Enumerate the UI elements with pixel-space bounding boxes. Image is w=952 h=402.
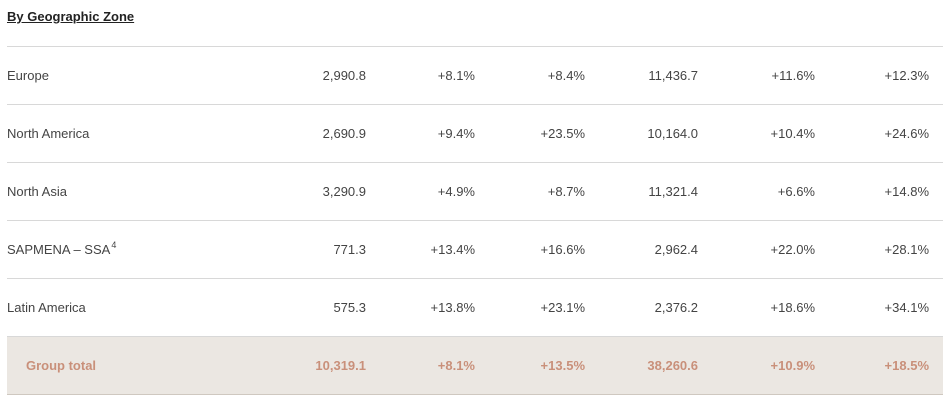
table-cell: 10,164.0 (647, 126, 698, 141)
table-row: SAPMENA – SSA4 771.3 +13.4% +16.6% 2,962… (7, 221, 943, 279)
table-cell: +14.8% (884, 184, 929, 199)
total-row: Group total 10,319.1 +8.1% +13.5% 38,260… (7, 337, 943, 395)
table-cell: +11.6% (771, 68, 816, 83)
table-cell: +6.6% (777, 184, 815, 199)
total-cell: 38,260.6 (647, 358, 698, 373)
table-cell: 11,436.7 (648, 68, 698, 83)
table-row: Latin America 575.3 +13.8% +23.1% 2,376.… (7, 279, 943, 337)
table-cell: +8.7% (547, 184, 585, 199)
total-cell: +18.5% (884, 358, 929, 373)
table-cell: +18.6% (770, 300, 815, 315)
table-cell: +12.3% (884, 68, 929, 83)
table-cell: +8.4% (547, 68, 585, 83)
total-cell: 10,319.1 (315, 358, 366, 373)
table-cell: 2,962.4 (654, 242, 698, 257)
row-label: North Asia (7, 184, 67, 199)
table-cell: +22.0% (770, 242, 815, 257)
table-cell: +28.1% (884, 242, 929, 257)
zone-table: Europe 2,990.8 +8.1% +8.4% 11,436.7 +11.… (7, 46, 943, 395)
table-cell: 11,321.4 (648, 184, 698, 199)
table-row: North Asia 3,290.9 +4.9% +8.7% 11,321.4 … (7, 163, 943, 221)
table-cell: +34.1% (884, 300, 929, 315)
table-cell: +13.4% (430, 242, 475, 257)
table-cell: +8.1% (437, 68, 475, 83)
total-label: Group total (26, 358, 97, 373)
table-cell: 3,290.9 (322, 184, 366, 199)
table-cell: 575.3 (333, 300, 366, 315)
table-cell: 2,690.9 (322, 126, 366, 141)
footnote-marker: 4 (111, 239, 117, 250)
table-cell: +4.9% (437, 184, 475, 199)
row-label: Europe (7, 68, 49, 83)
table-cell: +24.6% (884, 126, 929, 141)
table-cell: 2,990.8 (322, 68, 366, 83)
row-label: Latin America (7, 300, 86, 315)
section-heading[interactable]: By Geographic Zone (7, 9, 135, 24)
table-cell: +10.4% (770, 126, 815, 141)
total-cell: +8.1% (437, 358, 475, 373)
row-label: North America (7, 126, 90, 141)
table-row: Europe 2,990.8 +8.1% +8.4% 11,436.7 +11.… (7, 47, 943, 105)
table-cell: +16.6% (540, 242, 585, 257)
table-cell: +13.8% (430, 300, 475, 315)
table-cell: 771.3 (333, 242, 366, 257)
table-cell: +23.1% (540, 300, 585, 315)
total-cell: +10.9% (770, 358, 815, 373)
table-cell: +23.5% (540, 126, 585, 141)
table-cell: +9.4% (437, 126, 475, 141)
table-row: North America 2,690.9 +9.4% +23.5% 10,16… (7, 105, 943, 163)
row-label: SAPMENA – SSA4 (7, 239, 117, 257)
table-cell: 2,376.2 (654, 300, 698, 315)
total-cell: +13.5% (540, 358, 585, 373)
